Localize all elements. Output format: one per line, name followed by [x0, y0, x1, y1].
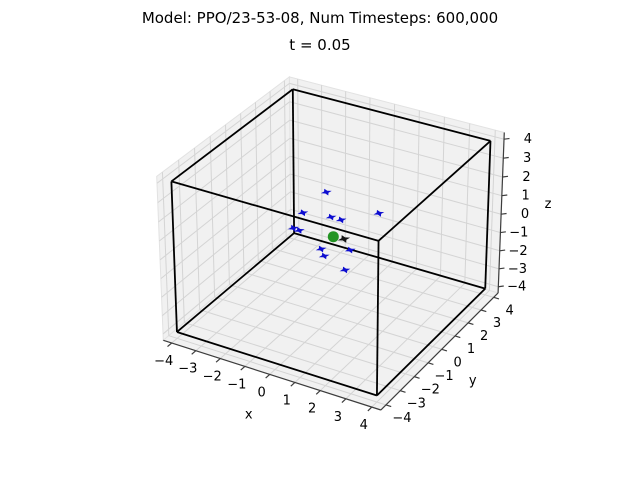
z-tick-label: −3	[508, 262, 527, 277]
y-tick-label: 2	[480, 329, 488, 344]
x-tick-label: −4	[154, 354, 173, 369]
grid-lines	[156, 79, 505, 408]
axis-name-labels: x y z	[245, 197, 552, 422]
agent-marker	[337, 235, 351, 243]
y-tick-label: 1	[467, 342, 475, 357]
drones-marker	[320, 188, 332, 196]
z-tick-label: 0	[521, 207, 529, 222]
x-tick-label: 2	[308, 402, 316, 417]
axis-ticks	[167, 137, 510, 412]
drones-marker	[335, 216, 347, 224]
drones-marker	[373, 209, 385, 217]
x-tick-label: −1	[227, 377, 246, 392]
y-tick-label: −2	[421, 383, 440, 398]
drones-marker	[287, 224, 299, 232]
x-tick-label: 4	[360, 418, 368, 433]
x-tick-label: 1	[283, 393, 291, 408]
bounds-cube	[170, 88, 492, 397]
drones-marker	[339, 266, 351, 274]
drones-marker	[297, 209, 309, 217]
plot-subtitle: t = 0.05	[289, 36, 351, 54]
axis-label-z: z	[545, 197, 552, 212]
drones-marker	[344, 246, 356, 254]
axis-label-x: x	[245, 407, 253, 422]
z-tick-label: −2	[509, 244, 528, 259]
y-tick-label: −4	[392, 411, 411, 426]
y-tick-label: 3	[493, 316, 501, 331]
z-tick-label: −1	[509, 226, 528, 241]
drones-marker	[325, 213, 337, 221]
plot-title: Model: PPO/23-53-08, Num Timesteps: 600,…	[141, 9, 499, 27]
x-tick-label: −2	[203, 370, 222, 385]
x-tick-label: 0	[258, 385, 266, 400]
target-marker	[327, 231, 339, 243]
x-tick-label: 3	[334, 410, 342, 425]
z-tick-label: −4	[507, 280, 526, 295]
z-tick-label: 3	[523, 151, 531, 166]
z-tick-label: 1	[522, 189, 530, 204]
y-tick-label: 4	[506, 303, 514, 318]
scatter-markers	[287, 188, 385, 274]
z-tick-label: 4	[524, 132, 532, 147]
z-tick-label: 2	[522, 170, 530, 185]
x-tick-label: −3	[178, 362, 197, 377]
y-tick-label: −3	[407, 397, 426, 412]
y-tick-label: 0	[454, 355, 462, 370]
title-block: Model: PPO/23-53-08, Num Timesteps: 600,…	[0, 9, 640, 54]
drones-marker	[318, 252, 330, 260]
axis-label-y: y	[469, 373, 477, 388]
drones-marker	[293, 227, 305, 234]
drones-marker	[315, 245, 327, 253]
y-tick-label: −1	[435, 369, 454, 384]
